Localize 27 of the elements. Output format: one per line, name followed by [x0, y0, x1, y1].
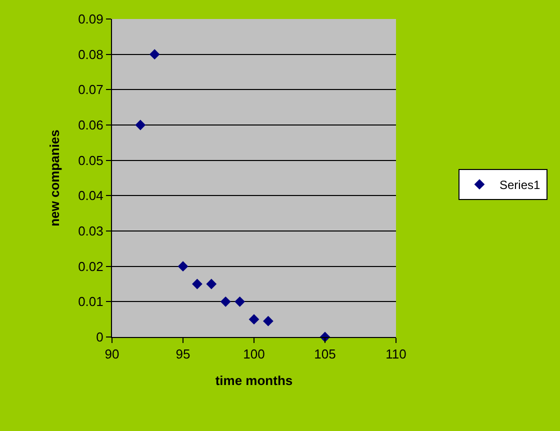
point [234, 296, 245, 307]
y-tick-label: 0.07 [78, 82, 104, 98]
y-tick-label: 0.08 [78, 46, 104, 62]
x-tick-label: 100 [243, 346, 265, 362]
point [192, 278, 202, 290]
legend-label: Series1 [499, 178, 540, 192]
point [263, 316, 274, 326]
x-tick-label: 90 [104, 346, 120, 362]
point [178, 261, 188, 272]
point [135, 120, 146, 130]
y-tick-label: 0.03 [78, 224, 104, 239]
x-tick-label: 110 [386, 346, 406, 362]
point [149, 49, 160, 60]
x-tick-label: 95 [176, 346, 190, 362]
x-tick-label: 105 [314, 346, 336, 362]
y-tick-label: 0 [96, 330, 104, 345]
y-tick-label: 0.05 [78, 152, 104, 168]
y-tick-label: 0.02 [78, 258, 104, 274]
point [248, 314, 260, 325]
x-axis-title: time months [215, 373, 293, 388]
y-tick-label: 0.04 [78, 188, 104, 204]
y-axis-title: new companies [47, 130, 62, 226]
point [220, 296, 231, 307]
point [206, 278, 217, 290]
y-tick-label: 0.01 [78, 294, 104, 310]
y-tick-label: 0.06 [78, 118, 104, 133]
y-tick-label: 0.09 [78, 12, 104, 27]
